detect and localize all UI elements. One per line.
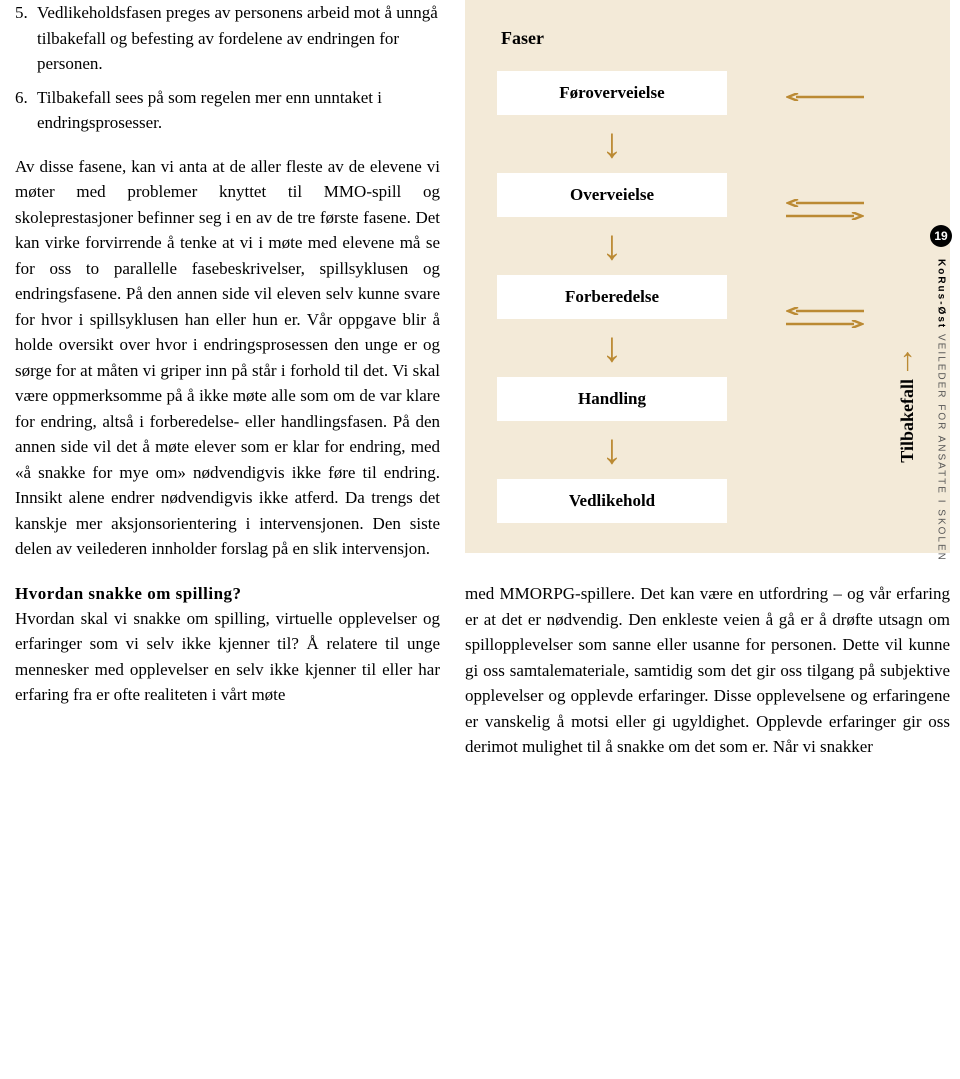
list-number: 6. [15,85,37,136]
list-number: 5. [15,0,37,77]
right-arrow-icon [786,320,864,328]
tilbakefall-wrap: ↑ Tilbakefall [897,343,918,473]
margin-column: 19 KoRus-Øst VEILEDER FOR ANSATTE I SKOL… [930,225,952,562]
paragraph: Av disse fasene, kan vi anta at de aller… [15,154,440,562]
tilbakefall-column: ↑ Tilbakefall [885,28,930,523]
diagram-title: Faser [497,28,544,49]
left-arrow-icon [786,93,864,101]
section-heading: Hvordan snakke om spilling? [15,584,440,604]
page-number-badge: 19 [930,225,952,247]
left-arrow-icon [786,199,864,207]
phase-box-1: Føroverveielse [497,71,727,115]
left-column: 5. Vedlikeholdsfasen preges av personens… [15,0,440,760]
list-item-5: 5. Vedlikeholdsfasen preges av personens… [15,0,440,77]
down-arrow-icon: ↓ [497,327,727,369]
horizontal-arrows-column [782,28,867,523]
tilbakefall-label: Tilbakefall [897,379,918,463]
down-arrow-icon: ↓ [497,123,727,165]
phase-box-4: Handling [497,377,727,421]
list-item-6: 6. Tilbakefall sees på som regelen mer e… [15,85,440,136]
phase-box-3: Forberedelse [497,275,727,319]
right-column: Faser Føroverveielse ↓ Overveielse ↓ For… [465,0,950,760]
margin-rest: VEILEDER FOR ANSATTE I SKOLEN [936,329,947,562]
paragraph: med MMORPG-spillere. Det kan være en utf… [465,581,950,760]
arrow-group [786,199,864,220]
left-arrow-icon [786,307,864,315]
phase-box-5: Vedlikehold [497,479,727,523]
arrow-group [786,307,864,328]
phase-box-2: Overveielse [497,173,727,217]
list-text: Tilbakefall sees på som regelen mer enn … [37,85,440,136]
margin-bold: KoRus-Øst [936,259,947,329]
arrow-group [786,93,864,101]
down-arrow-icon: ↓ [497,225,727,267]
margin-text: KoRus-Øst VEILEDER FOR ANSATTE I SKOLEN [936,259,947,562]
down-arrow-icon: ↓ [497,429,727,471]
phases-column: Faser Føroverveielse ↓ Overveielse ↓ For… [497,28,764,523]
right-arrow-icon [786,212,864,220]
phases-diagram: Faser Føroverveielse ↓ Overveielse ↓ For… [465,0,950,553]
list-text: Vedlikeholdsfasen preges av personens ar… [37,0,440,77]
up-arrow-icon: ↑ [900,343,916,375]
paragraph: Hvordan skal vi snakke om spilling, virt… [15,606,440,708]
